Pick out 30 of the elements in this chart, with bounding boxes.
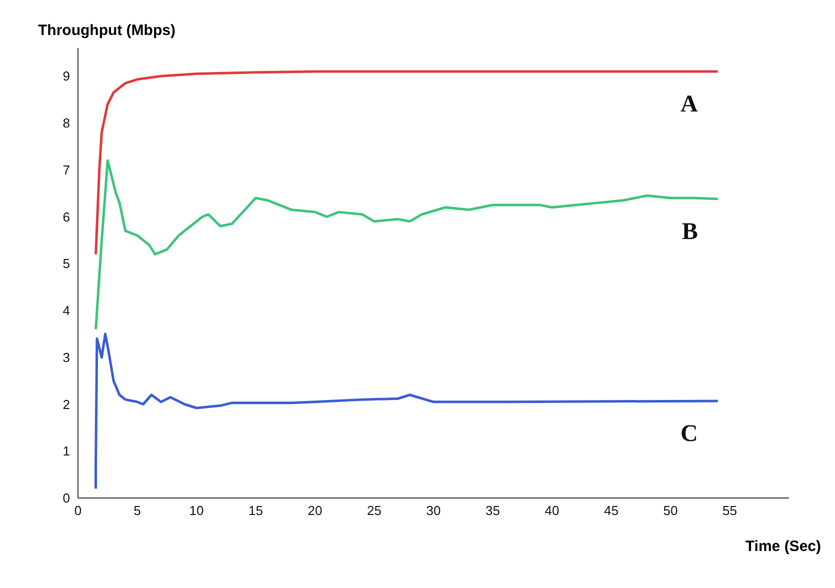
- y-tick-label: 7: [62, 162, 70, 178]
- y-tick-label: 1: [62, 444, 70, 459]
- x-tick-label: 20: [308, 503, 322, 518]
- series-label: B: [682, 218, 698, 245]
- y-tick-label: 6: [62, 209, 70, 224]
- series-label: C: [680, 420, 698, 447]
- y-tick-label: 3: [62, 350, 70, 365]
- line-series: [94, 159, 720, 330]
- x-tick-label: 35: [486, 503, 500, 518]
- series-label: A: [680, 91, 699, 118]
- y-tick-label: 4: [62, 303, 70, 318]
- x-tick-label: 25: [367, 503, 382, 518]
- y-tick-label: 2: [62, 396, 70, 412]
- x-tick-label: 55: [722, 503, 737, 518]
- x-tick-label: 5: [134, 503, 141, 518]
- x-tick-label: 15: [248, 503, 263, 518]
- y-tick-label: 8: [62, 116, 70, 131]
- x-axis-title: Time (Sec): [745, 538, 821, 555]
- y-tick-label: 0: [62, 490, 70, 506]
- line-series: [94, 332, 720, 490]
- x-tick-label: 50: [663, 503, 678, 518]
- line-series: [94, 70, 720, 256]
- y-axis-title: Throughput (Mbps): [38, 22, 176, 39]
- x-tick-label: 40: [544, 503, 560, 518]
- x-tick-label: 10: [189, 503, 204, 518]
- x-tick-label: 0: [74, 503, 82, 518]
- x-tick-label: 30: [426, 503, 441, 518]
- y-tick-label: 9: [62, 68, 70, 84]
- x-tick-label: 45: [604, 503, 618, 518]
- y-tick-label: 5: [62, 256, 70, 272]
